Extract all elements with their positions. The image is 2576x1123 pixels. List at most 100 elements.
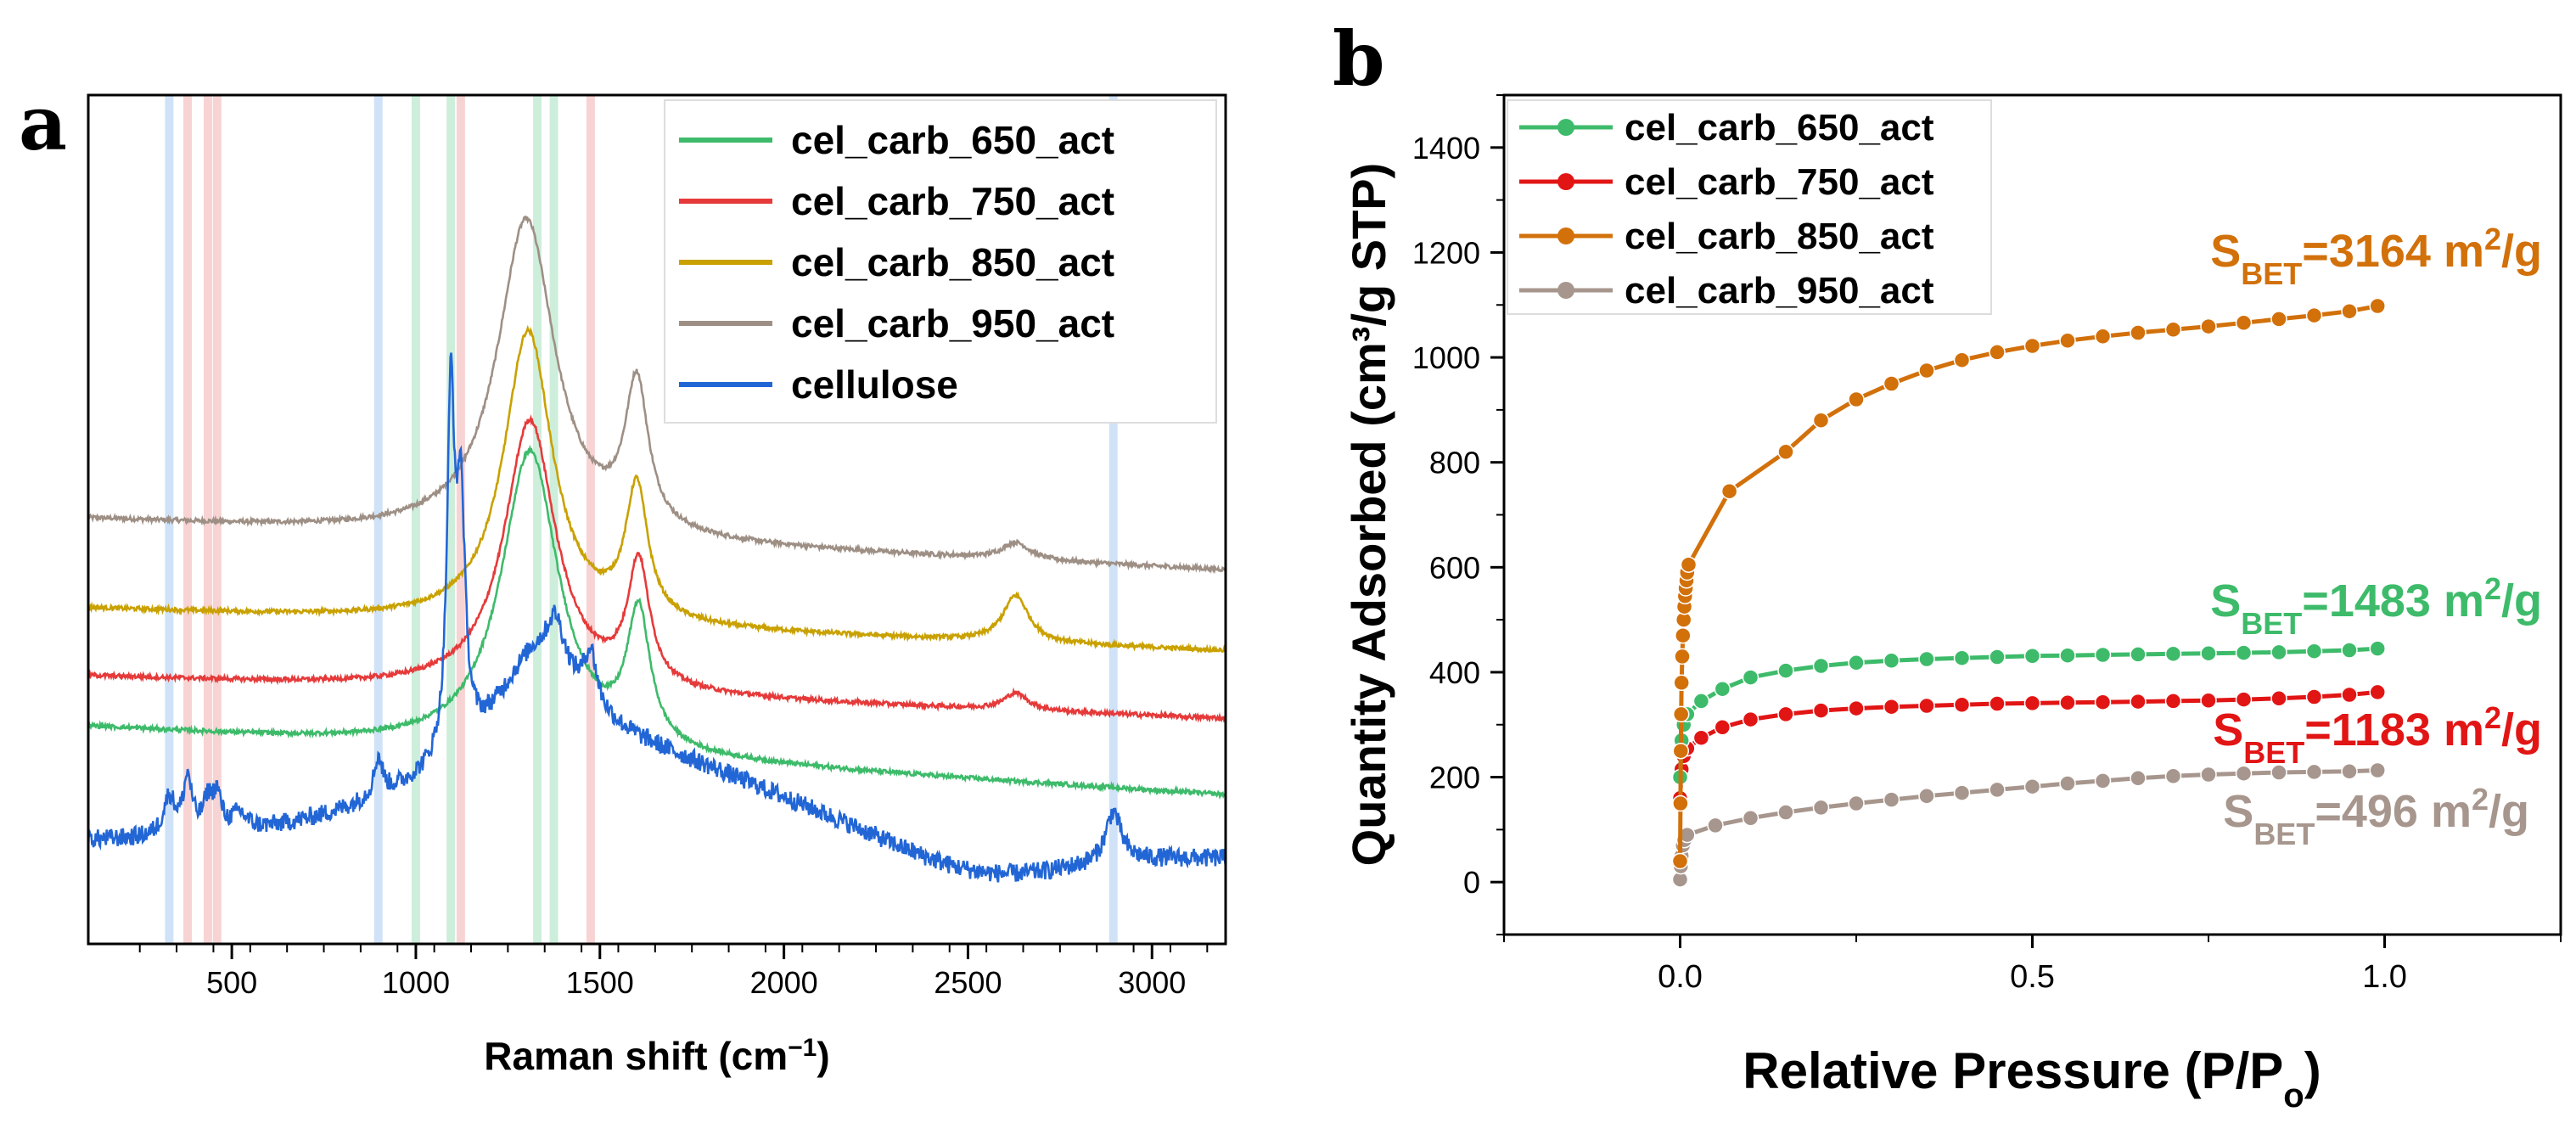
raman-series-cel-carb-650-act [87, 444, 1226, 800]
isotherm-point-cel-carb-650-act-20 [2235, 644, 2253, 661]
isotherm-point-cel-carb-650-act-7 [1777, 662, 1794, 679]
raman-band-1330 [533, 95, 542, 944]
isotherm-point-cel-carb-650-act-9 [1848, 654, 1865, 671]
raman-x-tick-label-500: 500 [206, 965, 257, 1000]
isotherm-point-cel-carb-950-act-12 [1918, 788, 1935, 805]
isotherm-point-cel-carb-950-act-16 [2059, 775, 2076, 792]
sbet-annotation-cel-carb-850-act: SBET=3164 m2/g [2210, 222, 2542, 291]
isotherm-point-cel-carb-750-act-16 [2094, 693, 2112, 710]
isotherm-point-cel-carb-650-act-24 [2369, 640, 2386, 657]
raman-series-group [87, 215, 1227, 883]
raman-legend-label-cel-carb-650-act: cel_carb_650_act [791, 118, 1114, 162]
isotherm-point-cel-carb-750-act-19 [2200, 692, 2217, 710]
isotherm-point-cel-carb-650-act-5 [1714, 680, 1731, 698]
isotherm-point-cel-carb-950-act-20 [2200, 766, 2217, 783]
isotherm-point-cel-carb-950-act-24 [2341, 763, 2358, 780]
isotherm-point-cel-carb-950-act-8 [1777, 804, 1794, 821]
isotherm-point-cel-carb-850-act-13 [1680, 556, 1698, 573]
isotherm-point-cel-carb-750-act-17 [2130, 693, 2147, 710]
raman-band-1000 [411, 95, 420, 944]
raman-band-898 [373, 95, 383, 944]
isotherm-x-axis-title: Relative Pressure (P/Po) [1743, 1042, 2321, 1115]
isotherm-y-tick-label-1400: 1400 [1412, 131, 1480, 166]
isotherm-y-tick-label-400: 400 [1429, 655, 1480, 690]
isotherm-point-cel-carb-650-act-16 [2094, 646, 2112, 664]
isotherm-point-cel-carb-650-act-6 [1742, 669, 1759, 686]
isotherm-y-tick-label-600: 600 [1429, 550, 1480, 585]
isotherm-point-cel-carb-950-act-10 [1848, 795, 1865, 812]
isotherm-point-cel-carb-850-act-1 [1672, 795, 1689, 812]
isotherm-point-cel-carb-650-act-19 [2200, 644, 2217, 662]
isotherm-legend-label-cel-carb-650-act: cel_carb_650_act [1625, 107, 1934, 149]
isotherm-point-cel-carb-650-act-21 [2270, 643, 2287, 661]
isotherm-legend-marker-cel-carb-750-act [1557, 173, 1574, 190]
isotherm-point-cel-carb-750-act-9 [1848, 699, 1865, 717]
isotherm-point-cel-carb-950-act-11 [1883, 791, 1900, 808]
isotherm-point-cel-carb-650-act-13 [1989, 649, 2006, 665]
isotherm-point-cel-carb-950-act-22 [2270, 764, 2287, 781]
raman-x-tick-label-1500: 1500 [566, 965, 634, 1000]
raman-x-tick-label-1000: 1000 [382, 965, 450, 1000]
isotherm-point-cel-carb-750-act-15 [2059, 694, 2076, 711]
isotherm-point-cel-carb-950-act-15 [2023, 778, 2041, 795]
isotherm-y-tick-label-0: 0 [1463, 865, 1480, 900]
sbet-annotation-cel-carb-750-act: SBET=1183 m2/g [2213, 700, 2542, 770]
isotherm-point-cel-carb-950-act-23 [2305, 763, 2323, 781]
isotherm-point-cel-carb-950-act-18 [2130, 770, 2147, 787]
isotherm-point-cel-carb-950-act-7 [1742, 810, 1759, 827]
raman-legend: cel_carb_650_act cel_carb_750_act cel_carb… [664, 99, 1217, 424]
isotherm-point-cel-carb-850-act-0 [1671, 852, 1689, 870]
raman-x-tick-label-3000: 3000 [1118, 965, 1186, 1000]
isotherm-point-cel-carb-750-act-4 [1692, 729, 1710, 746]
isotherm-point-cel-carb-650-act-15 [2059, 647, 2076, 664]
panel-label-a: a [19, 79, 67, 167]
isotherm-point-cel-carb-750-act-23 [2341, 686, 2358, 704]
isotherm-point-cel-carb-850-act-20 [1953, 351, 1971, 368]
isotherm-point-cel-carb-850-act-19 [1918, 362, 1935, 379]
isotherm-point-cel-carb-850-act-32 [2369, 297, 2386, 315]
isotherm-point-cel-carb-850-act-25 [2130, 324, 2147, 341]
isotherm-point-cel-carb-750-act-13 [1989, 695, 2006, 712]
raman-band-2895 [1108, 95, 1118, 944]
isotherm-point-cel-carb-850-act-18 [1883, 375, 1900, 392]
isotherm-point-cel-carb-750-act-10 [1883, 698, 1900, 716]
raman-series-cel-carb-750-act [87, 414, 1226, 723]
isotherm-point-cel-carb-750-act-6 [1742, 710, 1759, 728]
isotherm-point-cel-carb-950-act-13 [1953, 784, 1971, 801]
raman-band-1095 [446, 95, 456, 944]
isotherm-chart: 0 200 400 600 800 1000 1200 1400 0.0 0.5 1.0 cel_c… [1342, 93, 2562, 1115]
isotherm-point-cel-carb-650-act-10 [1883, 652, 1900, 670]
isotherm-point-cel-carb-950-act-6 [1707, 817, 1724, 834]
sbet-annotations: SBET=3164 m2/g SBET=1483 m2/g SBET=1183 m2… [2210, 222, 2542, 851]
raman-band-1475 [586, 95, 595, 944]
isotherm-legend-box [1507, 99, 1992, 315]
isotherm-series-cel-carb-850-act [1671, 297, 2386, 870]
isotherm-point-cel-carb-850-act-14 [1720, 482, 1738, 500]
isotherm-y-tick-label-200: 200 [1429, 761, 1480, 795]
isotherm-x-tick-label-0.5: 0.5 [2010, 959, 2055, 995]
isotherm-point-cel-carb-750-act-18 [2164, 693, 2182, 710]
isotherm-point-cel-carb-850-act-15 [1777, 443, 1794, 461]
raman-legend-label-cel-carb-950-act: cel_carb_950_act [791, 301, 1114, 345]
isotherm-series-cel-carb-750-act [1671, 683, 2386, 807]
isotherm-point-cel-carb-850-act-16 [1812, 412, 1830, 429]
isotherm-point-cel-carb-950-act-21 [2235, 765, 2253, 782]
isotherm-series-group [1671, 297, 2386, 888]
raman-x-tick-label-2500: 2500 [934, 965, 1002, 1000]
raman-band-1122 [456, 95, 465, 944]
isotherm-point-cel-carb-750-act-7 [1777, 705, 1794, 723]
isotherm-y-tick-label-800: 800 [1429, 446, 1480, 480]
isotherm-point-cel-carb-950-act-14 [1989, 781, 2006, 799]
isotherm-point-cel-carb-650-act-23 [2341, 642, 2358, 659]
raman-chart: 500 1000 1500 2000 2500 3000 cel_carb_650_act… [87, 93, 1227, 1078]
isotherm-point-cel-carb-850-act-22 [2023, 337, 2041, 355]
isotherm-point-cel-carb-850-act-30 [2305, 306, 2323, 324]
isotherm-point-cel-carb-750-act-11 [1918, 697, 1935, 715]
isotherm-point-cel-carb-650-act-11 [1918, 650, 1935, 668]
isotherm-point-cel-carb-650-act-22 [2305, 643, 2323, 660]
isotherm-point-cel-carb-850-act-26 [2164, 321, 2182, 339]
sbet-annotation-cel-carb-950-act: SBET=496 m2/g [2223, 782, 2529, 851]
isotherm-y-tick-label-1000: 1000 [1412, 340, 1480, 375]
raman-series-cellulose [87, 352, 1227, 883]
isotherm-ticks: 0 200 400 600 800 1000 1200 1400 0.0 0.5 1.0 [1412, 94, 2562, 995]
